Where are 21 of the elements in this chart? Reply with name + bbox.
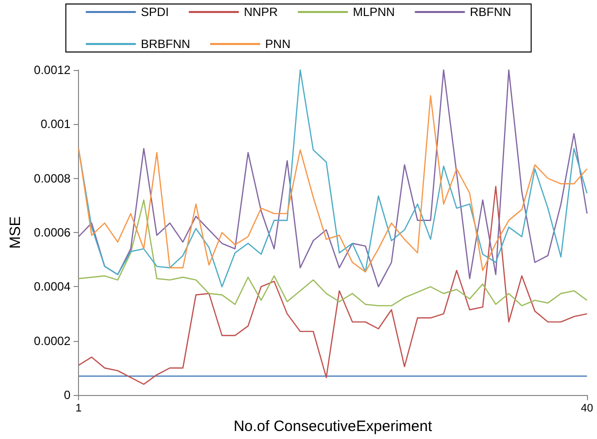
- legend-label: MLPNN: [352, 5, 395, 19]
- x-tick-label: 40: [580, 402, 594, 415]
- x-axis-title: No.of ConsecutiveExperiment: [234, 418, 433, 435]
- y-tick-label: 0.0004: [34, 280, 71, 294]
- legend-label: SPDI: [140, 5, 169, 19]
- y-tick-label: 0.0008: [34, 171, 71, 186]
- y-tick-label: 0.0002: [34, 334, 71, 348]
- line-series: [78, 69, 588, 288]
- y-tick-label: 0.0012: [34, 63, 71, 77]
- legend-label: BRBFNN: [140, 37, 190, 51]
- legend-label: RBFNN: [470, 5, 512, 19]
- y-tick-label: 0.0006: [34, 226, 71, 240]
- legend-label: PNN: [265, 37, 291, 51]
- line-series: [78, 199, 588, 306]
- y-axis-title: MSE: [7, 216, 24, 249]
- line-series: [78, 186, 588, 385]
- x-tick-label: 1: [76, 402, 82, 415]
- y-tick-label: 0.001: [40, 117, 71, 132]
- line-series: [78, 95, 588, 272]
- legend-label: NNPR: [244, 5, 278, 19]
- y-tick-label: 0: [64, 388, 71, 402]
